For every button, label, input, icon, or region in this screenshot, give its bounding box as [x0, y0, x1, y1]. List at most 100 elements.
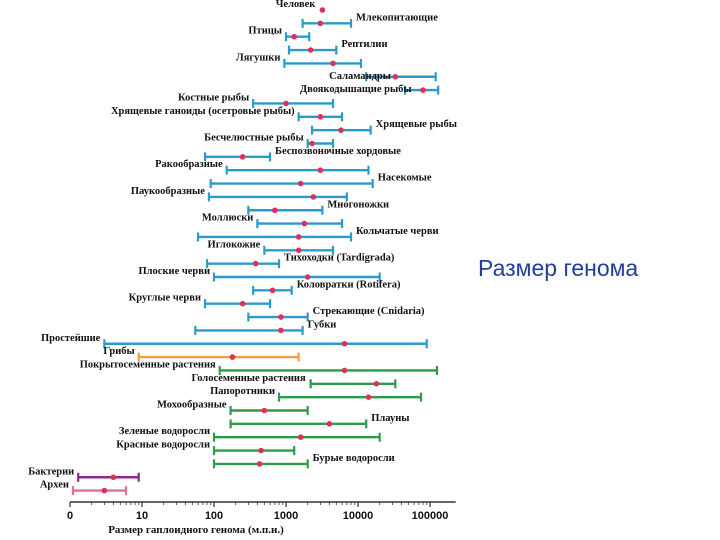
- genome-row: Насекомые: [209, 173, 432, 189]
- median-dot: [309, 140, 315, 147]
- median-dot: [229, 354, 236, 360]
- median-dot: [373, 381, 380, 387]
- median-dot: [301, 220, 308, 227]
- genome-row: Млекопитающие: [301, 12, 438, 28]
- genome-row: Хрящевые ганоиды (осетровые рыбы): [111, 106, 344, 122]
- genome-row: Плоские черви: [139, 266, 381, 282]
- median-dot: [278, 314, 284, 320]
- median-dot: [341, 367, 348, 374]
- row-label: Бурые водоросли: [313, 453, 395, 464]
- genome-row: Человек: [276, 0, 326, 13]
- row-label: Иглокожие: [208, 239, 261, 250]
- genome-row: Бесчелюстные рыбы: [204, 133, 335, 148]
- row-label: Млекопитающие: [356, 12, 438, 23]
- row-label: Хрящевые ганоиды (осетровые рыбы): [111, 106, 295, 117]
- median-dot: [317, 114, 324, 120]
- row-label: Круглые черви: [129, 293, 201, 304]
- genome-row: Двоякодышащие рыбы: [300, 84, 440, 95]
- median-dot: [297, 180, 304, 187]
- row-label: Рептилии: [341, 39, 387, 50]
- median-dot: [261, 407, 268, 414]
- median-dot: [319, 7, 326, 13]
- median-dot: [295, 234, 302, 240]
- median-dot: [101, 487, 108, 494]
- row-label: Стрекающие (Cnidaria): [313, 306, 425, 317]
- median-dot: [317, 20, 324, 27]
- row-label: Многоножки: [327, 199, 389, 210]
- genome-row: Стрекающие (Cnidaria): [247, 306, 425, 322]
- genome-row: Иглокожие: [208, 239, 335, 255]
- side-title: Размер генома: [478, 255, 639, 281]
- row-label: Костные рыбы: [178, 92, 249, 103]
- genome-row: Мохообразные: [157, 400, 309, 415]
- median-dot: [317, 167, 324, 173]
- genome-row: Хрящевые рыбы: [310, 119, 457, 135]
- genome-row: Паукообразные: [131, 186, 348, 202]
- median-dot: [272, 207, 278, 214]
- row-label: Бактерии: [28, 466, 74, 477]
- median-dot: [304, 274, 311, 280]
- row-label: Моллюски: [202, 213, 253, 224]
- row-label: Голосеменные растения: [191, 373, 306, 384]
- x-tick-label: 1000: [274, 510, 298, 522]
- row-label: Папоротники: [210, 386, 275, 397]
- genome-row: Рептилии: [287, 39, 388, 55]
- median-dot: [310, 194, 317, 200]
- median-dot: [291, 33, 298, 40]
- median-dot: [420, 87, 426, 93]
- median-dot: [326, 421, 333, 427]
- genome-row: Красные водоросли: [116, 440, 296, 456]
- row-label: Покрытосеменные растения: [80, 359, 216, 370]
- median-dot: [110, 474, 117, 481]
- genome-row: Многоножки: [247, 199, 389, 215]
- range-bars: Человек Млекопитающие Птицы Рептилии Лягушки…: [28, 0, 457, 496]
- genome-row: Лягушки: [236, 52, 363, 68]
- x-tick-label: 10000: [343, 510, 374, 522]
- genome-row: Папоротники: [210, 386, 423, 402]
- median-dot: [239, 300, 246, 307]
- genome-row: Плауны: [229, 413, 409, 429]
- median-dot: [338, 127, 344, 133]
- row-label: Паукообразные: [131, 186, 205, 197]
- genome-row: Голосеменные растения: [191, 373, 397, 389]
- genome-row: Простейшие: [41, 333, 428, 349]
- row-label: Ракообразные: [155, 159, 223, 170]
- genome-row: Археи: [40, 480, 128, 496]
- median-dot: [239, 154, 246, 160]
- genome-row: Грибы: [103, 346, 300, 362]
- row-label: Коловратки (Rotifera): [297, 279, 401, 290]
- median-dot: [258, 447, 264, 454]
- row-label: Лягушки: [236, 52, 281, 63]
- row-label: Тихоходки (Tardigrada): [284, 253, 395, 264]
- row-label: Птицы: [248, 26, 282, 37]
- genome-row: Круглые черви: [129, 293, 272, 309]
- row-label: Бесчелюстные рыбы: [204, 133, 304, 144]
- median-dot: [330, 60, 336, 67]
- median-dot: [295, 247, 302, 254]
- median-dot: [269, 287, 276, 294]
- genome-row: Губки: [194, 319, 337, 335]
- x-tick-label: 0: [67, 510, 73, 522]
- genome-row: Коловратки (Rotifera): [252, 279, 401, 295]
- row-label: Саламандры: [329, 71, 391, 82]
- row-label: Грибы: [103, 346, 134, 357]
- median-dot: [341, 340, 348, 347]
- genome-row: Беспозвоночные хордовые: [203, 146, 401, 162]
- genome-row: Зеленые водоросли: [119, 426, 381, 442]
- row-label: Губки: [308, 319, 337, 330]
- row-label: Хрящевые рыбы: [376, 119, 457, 130]
- x-axis: 0 10 100 1000 10000 100000: [67, 501, 456, 522]
- x-tick-label: 10: [136, 510, 148, 522]
- median-dot: [392, 73, 399, 80]
- row-label: Беспозвоночные хордовые: [275, 146, 401, 157]
- row-label: Плоские черви: [139, 266, 211, 277]
- genome-row: Бактерии: [28, 466, 140, 482]
- median-dot: [297, 434, 304, 441]
- genome-row: Костные рыбы: [178, 92, 335, 108]
- row-label: Простейшие: [41, 333, 101, 344]
- genome-row: Птицы: [248, 26, 311, 42]
- median-dot: [283, 100, 289, 107]
- genome-row: Саламандры: [329, 71, 437, 82]
- genome-row: Покрытосеменные растения: [80, 359, 439, 375]
